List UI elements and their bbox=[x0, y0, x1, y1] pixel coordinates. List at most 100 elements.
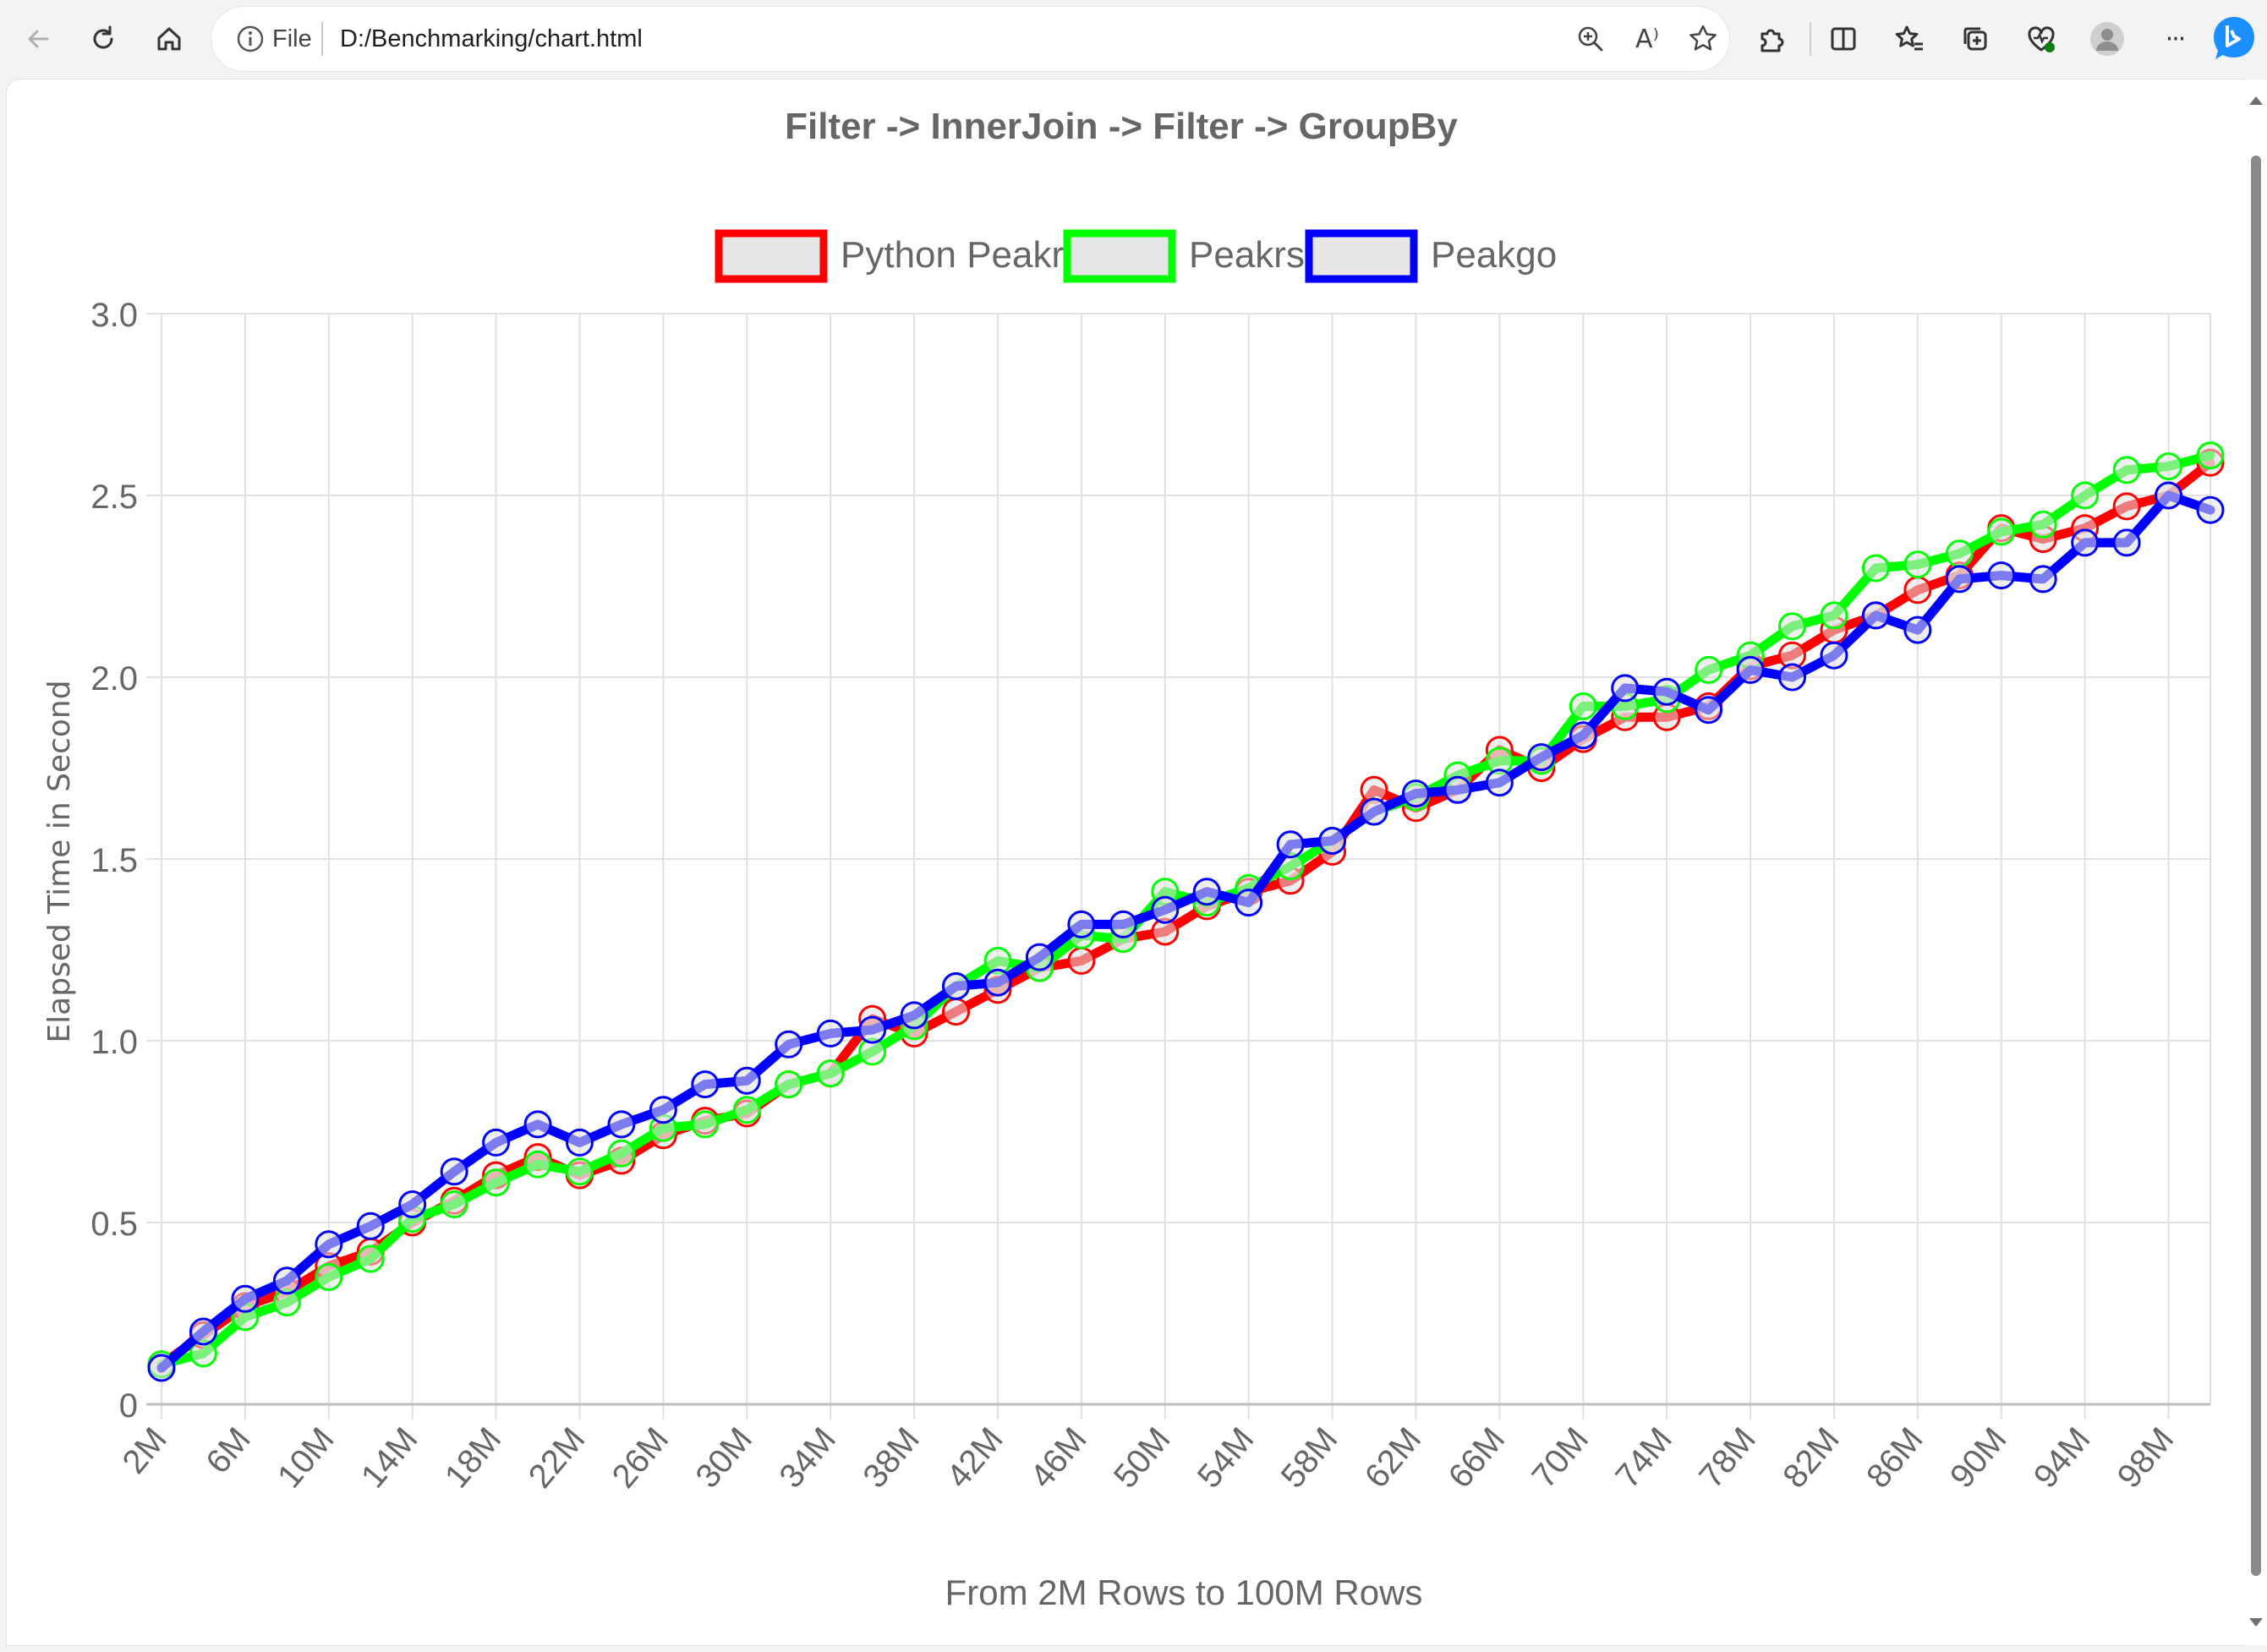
data-point[interactable] bbox=[607, 1139, 636, 1168]
data-point[interactable] bbox=[1527, 743, 1556, 772]
data-point[interactable] bbox=[691, 1070, 720, 1099]
data-point[interactable] bbox=[816, 1059, 845, 1088]
legend-item[interactable]: Peakrs bbox=[1063, 229, 1305, 283]
bing-copilot-icon[interactable] bbox=[2207, 12, 2261, 66]
data-point[interactable] bbox=[2029, 565, 2057, 594]
data-point[interactable] bbox=[315, 1230, 343, 1259]
data-point[interactable] bbox=[1360, 797, 1388, 826]
data-point[interactable] bbox=[858, 1015, 887, 1044]
data-point[interactable] bbox=[440, 1190, 468, 1218]
data-point[interactable] bbox=[1903, 576, 1932, 604]
browser-essentials-icon[interactable] bbox=[2014, 12, 2068, 66]
data-point[interactable] bbox=[565, 1128, 594, 1157]
data-point[interactable] bbox=[983, 968, 1012, 997]
data-point[interactable] bbox=[775, 1070, 803, 1099]
data-point[interactable] bbox=[1736, 655, 1765, 684]
legend-item[interactable]: Python Peakrs bbox=[715, 229, 1082, 283]
url-text[interactable]: D:/Benchmarking/chart.html bbox=[340, 25, 643, 52]
data-point[interactable] bbox=[1401, 780, 1430, 808]
back-icon[interactable] bbox=[12, 12, 66, 66]
read-aloud-icon[interactable]: A⁾ bbox=[1625, 17, 1669, 61]
data-point[interactable] bbox=[1861, 554, 1890, 583]
data-point[interactable] bbox=[1820, 641, 1848, 670]
data-point[interactable] bbox=[1192, 878, 1221, 906]
data-point[interactable] bbox=[2071, 481, 2100, 510]
data-point[interactable] bbox=[1987, 561, 2016, 590]
data-point[interactable] bbox=[231, 1284, 260, 1313]
data-point[interactable] bbox=[2071, 528, 2100, 557]
home-icon[interactable] bbox=[142, 12, 196, 66]
data-point[interactable] bbox=[1945, 565, 1974, 594]
data-point[interactable] bbox=[1903, 615, 1932, 644]
vertical-scrollbar[interactable] bbox=[2244, 79, 2267, 1645]
data-point[interactable] bbox=[1109, 910, 1137, 938]
scroll-down-icon[interactable] bbox=[2244, 1611, 2267, 1637]
data-point[interactable] bbox=[2155, 481, 2183, 510]
data-point[interactable] bbox=[1569, 692, 1597, 720]
data-point[interactable] bbox=[272, 1266, 301, 1295]
data-point[interactable] bbox=[1318, 827, 1347, 855]
data-point[interactable] bbox=[1151, 895, 1180, 924]
data-point[interactable] bbox=[356, 1212, 385, 1240]
collections-icon[interactable] bbox=[1948, 12, 2002, 66]
data-point[interactable] bbox=[1235, 889, 1263, 917]
profile-avatar[interactable] bbox=[2080, 12, 2134, 66]
data-point[interactable] bbox=[1820, 601, 1848, 630]
data-point[interactable] bbox=[691, 1110, 720, 1139]
data-point[interactable] bbox=[1778, 663, 1807, 692]
data-point[interactable] bbox=[942, 998, 971, 1026]
more-icon[interactable]: ··· bbox=[2148, 12, 2202, 66]
data-point[interactable] bbox=[2112, 528, 2141, 557]
data-point[interactable] bbox=[732, 1066, 761, 1095]
data-point[interactable] bbox=[315, 1263, 343, 1291]
legend-item[interactable]: Peakgo bbox=[1305, 229, 1557, 283]
data-point[interactable] bbox=[1861, 601, 1890, 630]
data-point[interactable] bbox=[2112, 456, 2141, 484]
data-point[interactable] bbox=[607, 1110, 636, 1139]
data-point[interactable] bbox=[1611, 674, 1640, 703]
scroll-up-icon[interactable] bbox=[2244, 86, 2267, 112]
data-point[interactable] bbox=[523, 1150, 552, 1179]
split-screen-icon[interactable] bbox=[1816, 12, 1870, 66]
favorite-star-icon[interactable] bbox=[1681, 17, 1725, 61]
data-point[interactable] bbox=[1987, 517, 2016, 546]
data-point[interactable] bbox=[147, 1354, 176, 1382]
info-icon[interactable] bbox=[235, 24, 266, 54]
data-point[interactable] bbox=[2155, 452, 2183, 481]
data-point[interactable] bbox=[565, 1157, 594, 1186]
data-point[interactable] bbox=[732, 1096, 761, 1124]
data-point[interactable] bbox=[482, 1128, 511, 1157]
data-point[interactable] bbox=[2112, 492, 2141, 521]
data-point[interactable] bbox=[1778, 612, 1807, 641]
data-point[interactable] bbox=[1903, 550, 1932, 579]
data-point[interactable] bbox=[1443, 775, 1472, 804]
extensions-icon[interactable] bbox=[1744, 12, 1798, 66]
data-point[interactable] bbox=[1025, 943, 1054, 971]
data-point[interactable] bbox=[1569, 721, 1597, 750]
data-point[interactable] bbox=[2029, 510, 2057, 539]
data-point[interactable] bbox=[1652, 677, 1681, 706]
data-point[interactable] bbox=[1945, 539, 1974, 568]
data-point[interactable] bbox=[356, 1244, 385, 1273]
data-point[interactable] bbox=[1695, 696, 1723, 725]
scroll-thumb[interactable] bbox=[2251, 156, 2261, 1576]
data-point[interactable] bbox=[189, 1317, 217, 1346]
data-point[interactable] bbox=[482, 1168, 511, 1197]
zoom-icon[interactable] bbox=[1569, 17, 1613, 61]
data-point[interactable] bbox=[1067, 910, 1096, 938]
data-point[interactable] bbox=[1485, 769, 1514, 797]
data-point[interactable] bbox=[523, 1110, 552, 1139]
data-point[interactable] bbox=[649, 1096, 677, 1124]
address-bar[interactable]: File D:/Benchmarking/chart.html A⁾ bbox=[211, 7, 1729, 71]
data-point[interactable] bbox=[398, 1190, 427, 1218]
data-point[interactable] bbox=[942, 972, 971, 1000]
data-point[interactable] bbox=[2196, 495, 2225, 524]
data-point[interactable] bbox=[1276, 830, 1305, 859]
data-point[interactable] bbox=[440, 1157, 468, 1186]
data-point[interactable] bbox=[1695, 655, 1723, 684]
data-point[interactable] bbox=[1067, 946, 1096, 975]
data-point[interactable] bbox=[2196, 441, 2225, 470]
favorites-icon[interactable] bbox=[1882, 12, 1936, 66]
data-point[interactable] bbox=[816, 1019, 845, 1048]
data-point[interactable] bbox=[775, 1030, 803, 1058]
